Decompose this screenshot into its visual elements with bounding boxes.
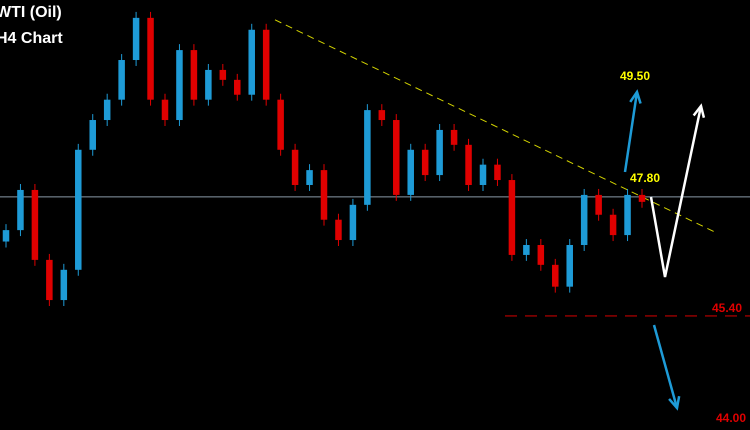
scenario-arrow-head (692, 103, 706, 118)
candle-body (349, 204, 357, 241)
candle-body (638, 194, 646, 202)
bearish-arrow (652, 324, 679, 409)
candle-body (234, 79, 241, 95)
candle-body (465, 144, 472, 185)
chart-title: WTI (Oil) (0, 4, 62, 21)
candle-body (176, 50, 183, 121)
candle-body (248, 29, 255, 95)
candle-body (103, 99, 111, 121)
candle-body (75, 149, 82, 270)
candle-body (262, 29, 270, 100)
bullish-arrow-head (629, 89, 642, 104)
scenario-arrow (649, 105, 703, 278)
candle-body (580, 194, 588, 246)
candle-body (609, 214, 617, 236)
chart-subtitle: H4 Chart (0, 30, 63, 47)
candle-body (306, 170, 313, 185)
candle-body (190, 50, 198, 100)
candle-body (378, 110, 386, 121)
candle-body (118, 60, 125, 100)
candle-body (17, 189, 24, 231)
candle-body (89, 120, 96, 150)
level-label: 47.80 (630, 171, 660, 185)
candle-body (364, 110, 371, 205)
candle-body (132, 17, 140, 61)
candle-body (2, 230, 10, 242)
candle-body (219, 69, 227, 80)
candle-body (291, 149, 299, 185)
candle-body (436, 129, 443, 176)
candle-body (494, 164, 501, 181)
candle-body (552, 264, 559, 287)
level-label: 45.40 (712, 301, 742, 315)
candle-body (46, 259, 53, 301)
candle-body (479, 164, 487, 185)
candle-body (537, 245, 545, 265)
candle-body (393, 120, 400, 195)
candle-body (450, 129, 458, 145)
candle-body (421, 149, 429, 176)
candle-body (31, 189, 39, 260)
candle-body (335, 219, 342, 241)
candle-body (508, 180, 516, 255)
candle-body (161, 99, 169, 121)
level-label: 49.50 (620, 69, 650, 83)
candle-body (277, 99, 284, 150)
bearish-arrow-head (668, 395, 681, 411)
candle-body (407, 149, 414, 195)
candle-body (624, 194, 631, 236)
candle-body (147, 17, 154, 100)
candle-body (523, 245, 530, 255)
candle-body (205, 69, 212, 100)
candle-body (566, 245, 573, 287)
candle-body (320, 170, 328, 220)
resistance-trendline (274, 19, 716, 233)
candle-body (60, 269, 68, 301)
level-label: 44.00 (716, 411, 746, 425)
bullish-arrow (623, 91, 639, 173)
candle-body (595, 194, 602, 215)
